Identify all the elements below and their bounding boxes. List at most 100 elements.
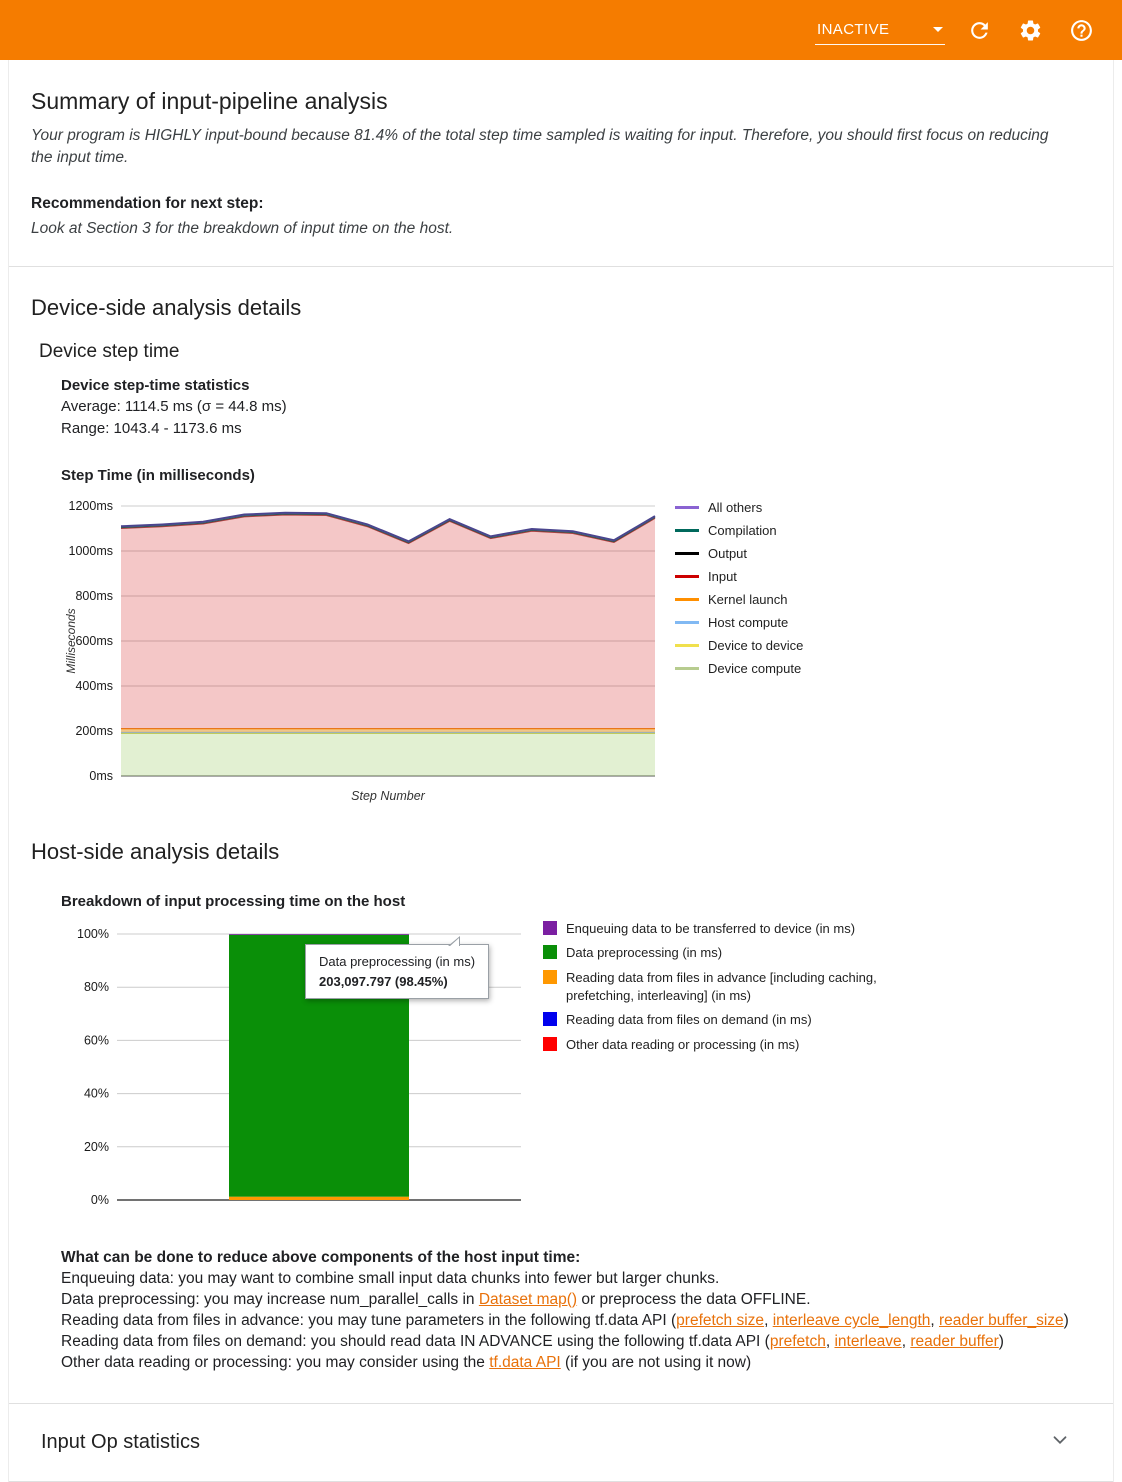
legend-label: Enqueuing data to be transferred to devi… — [566, 920, 856, 936]
device-side-section: Device-side analysis details Device step… — [31, 295, 1091, 811]
device-step-time-title: Device step time — [39, 341, 180, 362]
svg-text:20%: 20% — [84, 1140, 109, 1154]
svg-text:60%: 60% — [84, 1033, 109, 1047]
device-step-time-stats: Device step-time statistics Average: 111… — [61, 375, 1091, 439]
legend-swatch — [543, 1036, 557, 1051]
host-side-section: Host-side analysis details Breakdown of … — [31, 839, 1091, 1373]
page-title: Summary of input-pipeline analysis — [31, 88, 388, 114]
legend-label: Device to device — [708, 637, 804, 653]
run-status-value: INACTIVE — [817, 20, 890, 38]
stats-average: Average: 1114.5 ms (σ = 44.8 ms) — [61, 398, 287, 416]
gear-icon — [1020, 20, 1041, 40]
help-button[interactable] — [1065, 14, 1098, 47]
summary-section: Summary of input-pipeline analysis Your … — [31, 88, 1091, 240]
advice-line: Other data reading or processing: you ma… — [61, 1352, 1081, 1373]
legend-item: Device to device — [675, 638, 803, 653]
legend-item: Host compute — [675, 615, 803, 630]
reader-buffer-size-link[interactable]: reader buffer_size — [939, 1312, 1064, 1330]
host-chart-legend: Enqueuing data to be transferred to devi… — [543, 920, 879, 1060]
legend-label: Other data reading or processing (in ms) — [566, 1036, 800, 1052]
tooltip-value: 203,097.797 (98.45%) — [319, 973, 448, 989]
tf-data-api-link[interactable]: tf.data API — [489, 1354, 561, 1372]
legend-item: Data preprocessing (in ms) — [543, 944, 879, 962]
legend-swatch — [675, 505, 699, 509]
advice-text: Data preprocessing: you may increase num… — [61, 1291, 479, 1309]
run-status-dropdown[interactable]: INACTIVE — [815, 16, 945, 45]
advice-text: , — [930, 1312, 939, 1330]
advice-text: Other data reading or processing: you ma… — [61, 1354, 490, 1372]
stats-title: Device step-time statistics — [61, 377, 250, 394]
interleave-cycle-length-link[interactable]: interleave cycle_length — [772, 1312, 931, 1330]
help-icon — [1071, 19, 1092, 41]
legend-item: Reading data from files on demand (in ms… — [543, 1011, 879, 1029]
interleave-link[interactable]: interleave — [834, 1333, 902, 1351]
device-chart-title: Step Time (in milliseconds) — [61, 466, 255, 484]
advice-title: What can be done to reduce above compone… — [61, 1248, 581, 1266]
legend-label: Input — [708, 568, 737, 584]
refresh-button[interactable] — [963, 14, 996, 47]
advice-line: Reading data from files in advance: you … — [61, 1310, 1081, 1331]
prefetch-link[interactable]: prefetch — [769, 1333, 826, 1351]
recommendation-body: Look at Section 3 for the breakdown of i… — [31, 220, 454, 237]
legend-label: Kernel launch — [708, 591, 788, 607]
svg-text:400ms: 400ms — [75, 679, 113, 693]
device-chart-legend: All others Compilation Output Input Kernel l… — [675, 494, 803, 684]
legend-swatch — [675, 528, 699, 532]
legend-swatch — [543, 969, 557, 984]
advice-text: or preprocess the data OFFLINE. — [577, 1291, 811, 1309]
device-step-time-chart[interactable]: 0ms 200ms 400ms 600ms 800ms 1000ms 1200ms Step … — [61, 494, 661, 811]
recommendation-label: Recommendation for next step: — [31, 195, 264, 212]
svg-text:0ms: 0ms — [89, 769, 113, 783]
device-chart-area: 0ms 200ms 400ms 600ms 800ms 1000ms 1200ms Step … — [61, 494, 1091, 811]
advice-line: Reading data from files on demand: you s… — [61, 1331, 1081, 1352]
device-section-title: Device-side analysis details — [31, 295, 302, 320]
legend-label: Data preprocessing (in ms) — [566, 945, 723, 961]
advice-text: ) — [1063, 1312, 1069, 1330]
legend-label: All others — [708, 499, 763, 515]
svg-text:600ms: 600ms — [75, 634, 113, 648]
svg-text:0%: 0% — [91, 1193, 109, 1207]
legend-swatch — [543, 1012, 557, 1027]
advice-text: , — [901, 1333, 911, 1351]
svg-text:Milliseconds: Milliseconds — [64, 608, 78, 673]
host-breakdown-chart[interactable]: 0% 20% 40% 60% 80% 100% Data preprocessing (i… — [61, 920, 531, 1225]
reader-buffer-link[interactable]: reader buffer — [910, 1333, 999, 1351]
legend-label: Host compute — [708, 614, 789, 630]
legend-swatch — [543, 945, 557, 960]
legend-item: Enqueuing data to be transferred to devi… — [543, 920, 879, 938]
legend-swatch — [675, 620, 699, 624]
settings-button[interactable] — [1014, 14, 1047, 47]
advice-line: Data preprocessing: you may increase num… — [61, 1289, 1081, 1310]
legend-item: Reading data from files in advance [incl… — [543, 969, 879, 1004]
legend-item: Device compute — [675, 661, 803, 676]
refresh-icon — [971, 21, 988, 39]
legend-label: Reading data from files in advance [incl… — [566, 969, 877, 1003]
legend-item: Kernel launch — [675, 592, 803, 607]
advice-lines: Enqueuing data: you may want to combine … — [61, 1268, 1081, 1373]
top-bar: INACTIVE — [0, 0, 1122, 60]
svg-text:100%: 100% — [77, 927, 109, 941]
advice-block: What can be done to reduce above compone… — [61, 1247, 1081, 1373]
svg-text:Step Number: Step Number — [351, 789, 425, 803]
section-divider — [9, 266, 1113, 267]
svg-text:200ms: 200ms — [75, 724, 113, 738]
host-section-title: Host-side analysis details — [31, 838, 280, 864]
advice-text: ) — [998, 1333, 1004, 1351]
host-chart-area: 0% 20% 40% 60% 80% 100% Data preprocessing (i… — [61, 920, 1091, 1225]
stats-range: Range: 1043.4 - 1173.6 ms — [61, 419, 242, 437]
legend-label: Reading data from files on demand (in ms… — [566, 1012, 812, 1028]
input-op-statistics-panel[interactable]: Input Op statistics — [9, 1403, 1113, 1482]
caret-down-icon — [933, 26, 943, 32]
host-chart-title: Breakdown of input processing time on th… — [61, 892, 406, 910]
prefetch-size-link[interactable]: prefetch size — [676, 1312, 765, 1330]
main-content: Summary of input-pipeline analysis Your … — [8, 60, 1114, 1482]
legend-swatch — [675, 597, 699, 601]
dataset-map-link[interactable]: Dataset map() — [478, 1291, 578, 1309]
legend-swatch — [543, 920, 557, 935]
svg-text:1200ms: 1200ms — [69, 499, 113, 513]
legend-swatch — [675, 574, 699, 578]
legend-label: Output — [708, 545, 748, 561]
chevron-down-icon[interactable] — [1049, 1429, 1071, 1456]
legend-swatch — [675, 551, 699, 555]
legend-item: Other data reading or processing (in ms) — [543, 1036, 879, 1054]
